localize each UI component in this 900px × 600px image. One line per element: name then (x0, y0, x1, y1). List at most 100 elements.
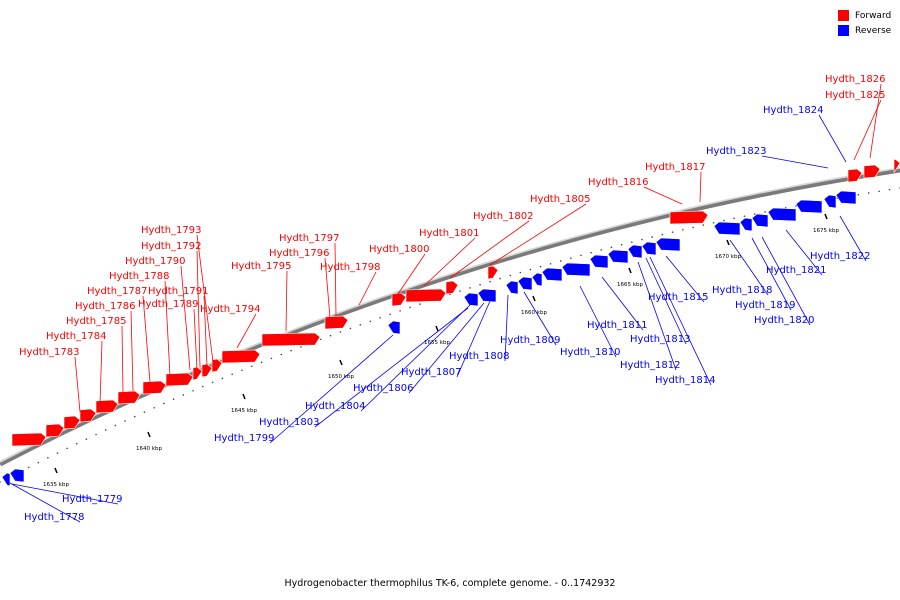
ruler-dot (459, 290, 461, 292)
ruler-dot (857, 193, 860, 196)
gene-arrow (505, 280, 519, 295)
gene-leader-line (504, 294, 509, 362)
gene-arrow (561, 262, 591, 277)
gene-name: Hydth_1802 (473, 211, 534, 222)
ruler-dot (172, 398, 175, 401)
gene-name: Hydth_1815 (648, 292, 709, 303)
ruler-dot (211, 381, 214, 384)
gene-arrow (63, 415, 81, 430)
gene-name: Hydth_1793 (141, 225, 202, 236)
gene-name: Hydth_1818 (712, 285, 773, 296)
gene-label-hydth-1818: Hydth_1818 (712, 239, 773, 296)
ruler-dot (600, 249, 603, 251)
gene-arrow (531, 272, 543, 287)
legend-label-forward: Forward (855, 10, 892, 21)
gene-name: Hydth_1798 (320, 262, 381, 273)
ruler-tick-label: 1660 kbp (521, 310, 547, 316)
gene-arrow (391, 292, 407, 307)
ruler-dot (104, 429, 107, 431)
ruler-dot (409, 306, 411, 309)
ruler-dot (867, 192, 870, 194)
gene-leader-line (643, 186, 683, 205)
ruler-dot (202, 385, 204, 388)
ruler-dot (743, 215, 746, 217)
figure-caption: Hydrogenobacter thermophilus TK-6, compl… (284, 578, 616, 589)
gene-arrow (487, 265, 499, 280)
ruler-dot (878, 190, 880, 193)
gene-label-hydth-1791: Hydth_1791 (148, 286, 209, 367)
gene-name: Hydth_1797 (279, 233, 340, 244)
gene-label-hydth-1805: Hydth_1805 (489, 194, 591, 266)
ruler-dot (27, 466, 30, 469)
gene-name: Hydth_1801 (419, 228, 480, 239)
gene-arrow (192, 366, 203, 381)
ruler-dot (590, 251, 592, 254)
gene-name: Hydth_1796 (269, 248, 330, 259)
gene-label-hydth-1790: Hydth_1790 (125, 256, 191, 371)
gene-leader-line (423, 237, 476, 287)
gene-label-hydth-1799: Hydth_1799 (214, 334, 394, 444)
gene-leader-line (334, 242, 337, 317)
ruler-dot (661, 233, 664, 236)
ruler-tick-label: 1670 kbp (715, 254, 741, 260)
ruler-dot (192, 389, 194, 392)
gene-name: Hydth_1821 (766, 265, 827, 276)
gene-leader-line (408, 302, 485, 394)
gene-name: Hydth_1799 (214, 433, 275, 444)
gene-arrow (324, 315, 349, 330)
ruler-dot (37, 461, 40, 464)
gene-arrow (142, 380, 167, 395)
gene-leader-line (9, 482, 81, 523)
gene-leader-line (645, 257, 687, 345)
gene-leader-line (665, 255, 705, 303)
ruler-dot (712, 222, 715, 224)
ruler-dot (231, 373, 233, 376)
gene-label-hydth-1820: Hydth_1820 (754, 236, 815, 326)
ruler-dot (47, 456, 49, 459)
gene-leader-line (456, 300, 491, 378)
ruler-tick (242, 393, 246, 400)
gene-leader-line (360, 304, 471, 412)
ruler-dot (641, 238, 643, 241)
reverse-swatch (838, 25, 849, 36)
gene-leader-line (601, 276, 644, 331)
gene-label-hydth-1804: Hydth_1804 (305, 304, 471, 412)
ruler-dot (389, 313, 391, 316)
gene-label-hydth-1826: Hydth_1826 (825, 74, 886, 159)
ruler-dot (702, 224, 705, 226)
gene-name: Hydth_1809 (500, 335, 561, 346)
gene-name: Hydth_1803 (259, 417, 320, 428)
ruler-dot (399, 310, 401, 312)
gene-leader-line (314, 307, 469, 428)
gene-arrow (835, 190, 857, 205)
ruler-dot (349, 327, 352, 330)
gene-leader-line (203, 295, 208, 367)
gene-leader-line (397, 253, 426, 295)
ruler-dot (570, 257, 572, 259)
ruler-dot (489, 280, 491, 283)
gene-name: Hydth_1822 (810, 251, 871, 262)
ruler-dot (519, 271, 522, 274)
gene-leader-line (699, 171, 702, 203)
ruler-tick (435, 325, 439, 332)
ruler-dot (319, 338, 322, 341)
ruler-dot (143, 411, 146, 413)
ruler-dot (124, 420, 126, 422)
ruler-dot (529, 268, 532, 271)
gene-leader-line (729, 239, 769, 296)
ruler-dot (163, 402, 165, 405)
ruler-dot (419, 303, 421, 305)
gene-leader-line (196, 234, 214, 363)
ruler-dot (580, 254, 582, 257)
ruler-dot (499, 277, 501, 280)
ruler-tick (54, 467, 58, 474)
gene-label-hydth-1809: Hydth_1809 (500, 291, 561, 346)
gene-arrow (589, 254, 609, 269)
ruler-dot (753, 213, 756, 215)
gene-label-hydth-1783: Hydth_1783 (19, 347, 81, 413)
ruler-tick-label: 1650 kbp (328, 374, 354, 380)
gene-name: Hydth_1784 (46, 331, 107, 342)
gene-label-hydth-1821: Hydth_1821 (766, 229, 827, 276)
ruler-dot (0, 481, 1, 483)
